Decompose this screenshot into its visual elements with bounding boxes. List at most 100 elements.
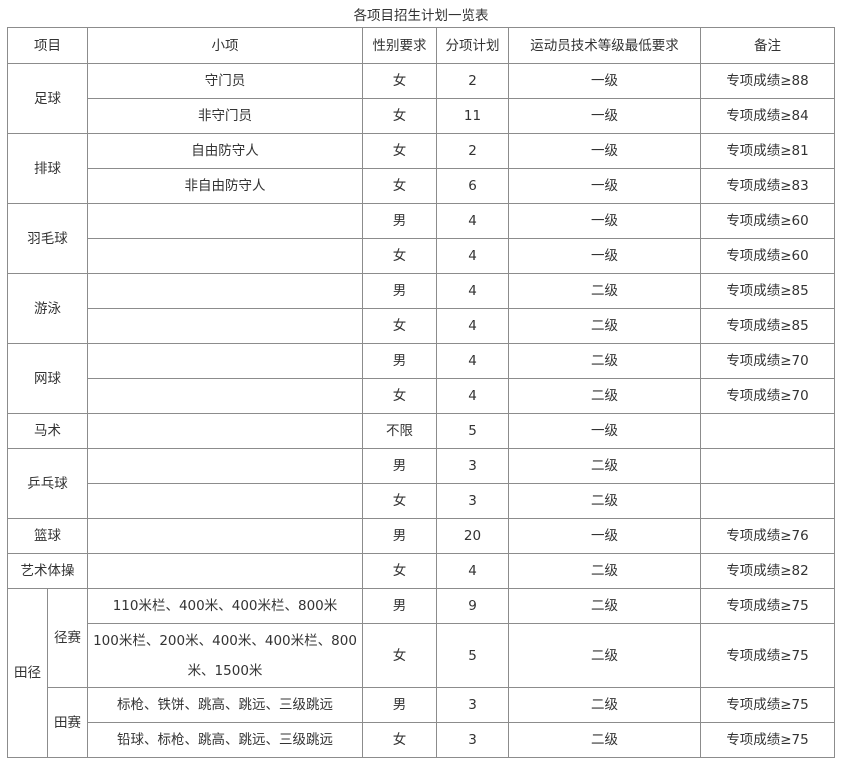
table-row: 女 4 一级 专项成绩≥60 (8, 238, 835, 274)
note-cell: 专项成绩≥81 (700, 133, 835, 169)
plan-cell: 3 (436, 483, 509, 519)
project-cell: 篮球 (7, 518, 88, 554)
plan-cell: 4 (436, 343, 509, 379)
table-row: 篮球 男 20 一级 专项成绩≥76 (7, 518, 835, 554)
note-cell: 专项成绩≥60 (700, 238, 835, 274)
subitem-cell (87, 413, 363, 449)
note-cell: 专项成绩≥85 (700, 273, 835, 309)
note-cell (700, 448, 835, 484)
note-cell: 专项成绩≥60 (700, 203, 835, 239)
note-cell: 专项成绩≥88 (700, 63, 835, 99)
plan-cell: 20 (436, 518, 509, 554)
gender-cell: 女 (362, 63, 437, 99)
gender-cell: 不限 (362, 413, 437, 449)
subitem-cell: 非守门员 (87, 98, 363, 134)
plan-cell: 5 (436, 623, 509, 688)
subitem-cell (87, 308, 363, 344)
note-cell: 专项成绩≥75 (700, 623, 835, 688)
plan-cell: 3 (436, 687, 509, 723)
header-level: 运动员技术等级最低要求 (508, 27, 701, 64)
plan-cell: 4 (436, 308, 509, 344)
project-cell: 马术 (7, 413, 88, 449)
subitem-cell (87, 238, 363, 274)
plan-cell: 4 (436, 553, 509, 589)
table-row: 非守门员女 11 一级 专项成绩≥84 (8, 98, 835, 134)
level-cell: 二级 (508, 553, 701, 589)
note-cell (700, 413, 835, 449)
note-cell: 专项成绩≥83 (700, 168, 835, 204)
plan-cell: 11 (436, 98, 509, 134)
gender-cell: 男 (362, 518, 437, 554)
gender-cell: 女 (362, 483, 437, 519)
table-title: 各项目招生计划一览表 (353, 8, 489, 24)
note-cell: 专项成绩≥84 (700, 98, 835, 134)
table-row: 网球 男 4 二级 专项成绩≥70 (7, 343, 835, 414)
header-plan: 分项计划 (436, 27, 509, 64)
subitem-cell (87, 483, 363, 519)
note-cell: 专项成绩≥70 (700, 378, 835, 414)
level-cell: 一级 (508, 98, 701, 134)
project-cell: 艺术体操 (7, 553, 88, 589)
note-cell: 专项成绩≥76 (700, 518, 835, 554)
level-cell: 一级 (508, 518, 701, 554)
project-cell: 乒乓球 (7, 448, 88, 519)
plan-cell: 4 (436, 203, 509, 239)
gender-cell: 男 (362, 448, 437, 484)
level-cell: 二级 (508, 687, 701, 723)
level-cell: 一级 (508, 203, 701, 239)
project-cell: 排球 (7, 133, 88, 204)
level-cell: 二级 (508, 623, 701, 688)
table-row: 铅球、标枪、跳高、跳远、三级跳远女 3 二级 专项成绩≥75 (8, 722, 835, 758)
subitem-cell: 非自由防守人 (87, 168, 363, 204)
level-cell: 二级 (508, 448, 701, 484)
subitem-cell (87, 343, 363, 379)
table-row: 马术 不限 5 一级 (7, 413, 835, 449)
table-row: 女 4 二级 专项成绩≥85 (8, 308, 835, 344)
level-cell: 一级 (508, 168, 701, 204)
level-cell: 二级 (508, 273, 701, 309)
gender-cell: 女 (362, 553, 437, 589)
gender-cell: 女 (362, 238, 437, 274)
note-cell: 专项成绩≥82 (700, 553, 835, 589)
plan-cell: 3 (436, 722, 509, 758)
table-row: 羽毛球 男 4 一级 专项成绩≥60 (7, 203, 835, 274)
subitem-cell: 守门员 (87, 63, 363, 99)
level-cell: 二级 (508, 483, 701, 519)
gender-cell: 女 (362, 98, 437, 134)
header-note: 备注 (700, 27, 835, 64)
gender-cell: 男 (362, 588, 437, 624)
subitem-cell (87, 448, 363, 484)
level-cell: 一级 (508, 133, 701, 169)
table-row: 女 3 二级 (8, 483, 835, 519)
subitem-cell (87, 518, 363, 554)
level-cell: 二级 (508, 378, 701, 414)
project-cell: 田径 (7, 588, 48, 758)
gender-cell: 女 (362, 722, 437, 758)
plan-cell: 3 (436, 448, 509, 484)
subitem-cell (87, 378, 363, 414)
gender-cell: 男 (362, 203, 437, 239)
table-row: 排球 自由防守人女 2 一级 专项成绩≥81 (7, 133, 835, 204)
header-row: 项目 小项 性别要求 分项计划 运动员技术等级最低要求 备注 (7, 27, 835, 64)
subgroup-cell: 径赛 (47, 588, 88, 688)
gender-cell: 女 (362, 623, 437, 688)
gender-cell: 男 (362, 687, 437, 723)
plan-cell: 2 (436, 63, 509, 99)
subitem-cell: 铅球、标枪、跳高、跳远、三级跳远 (87, 722, 363, 758)
subitem-cell: 标枪、铁饼、跳高、跳远、三级跳远 (87, 687, 363, 723)
table-row: 100米栏、200米、400米、400米栏、800米、1500米女 5 二级 专项成绩… (8, 623, 835, 688)
table-row: 女 4 二级 专项成绩≥70 (8, 378, 835, 414)
note-cell: 专项成绩≥70 (700, 343, 835, 379)
note-cell: 专项成绩≥75 (700, 687, 835, 723)
table-row: 田径 径赛 110米栏、400米、400米栏、800米男 9 二级 专项成绩≥75 (7, 588, 835, 758)
table-row: 足球 守门员女 2 一级 专项成绩≥88 (7, 63, 835, 134)
project-cell: 网球 (7, 343, 88, 414)
plan-cell: 4 (436, 378, 509, 414)
table-row: 游泳 男 4 二级 专项成绩≥85 (7, 273, 835, 344)
note-cell: 专项成绩≥75 (700, 588, 835, 624)
plan-cell: 5 (436, 413, 509, 449)
project-cell: 游泳 (7, 273, 88, 344)
subitem-cell: 自由防守人 (87, 133, 363, 169)
level-cell: 一级 (508, 238, 701, 274)
table-row: 乒乓球 男 3 二级 (7, 448, 835, 519)
